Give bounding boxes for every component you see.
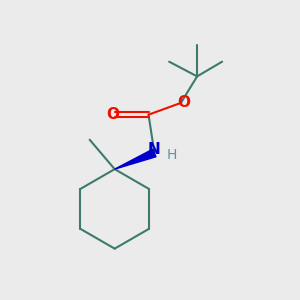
Text: N: N <box>148 142 161 157</box>
Polygon shape <box>115 149 156 169</box>
Text: H: H <box>167 148 177 162</box>
Text: O: O <box>106 107 119 122</box>
Text: O: O <box>177 95 190 110</box>
